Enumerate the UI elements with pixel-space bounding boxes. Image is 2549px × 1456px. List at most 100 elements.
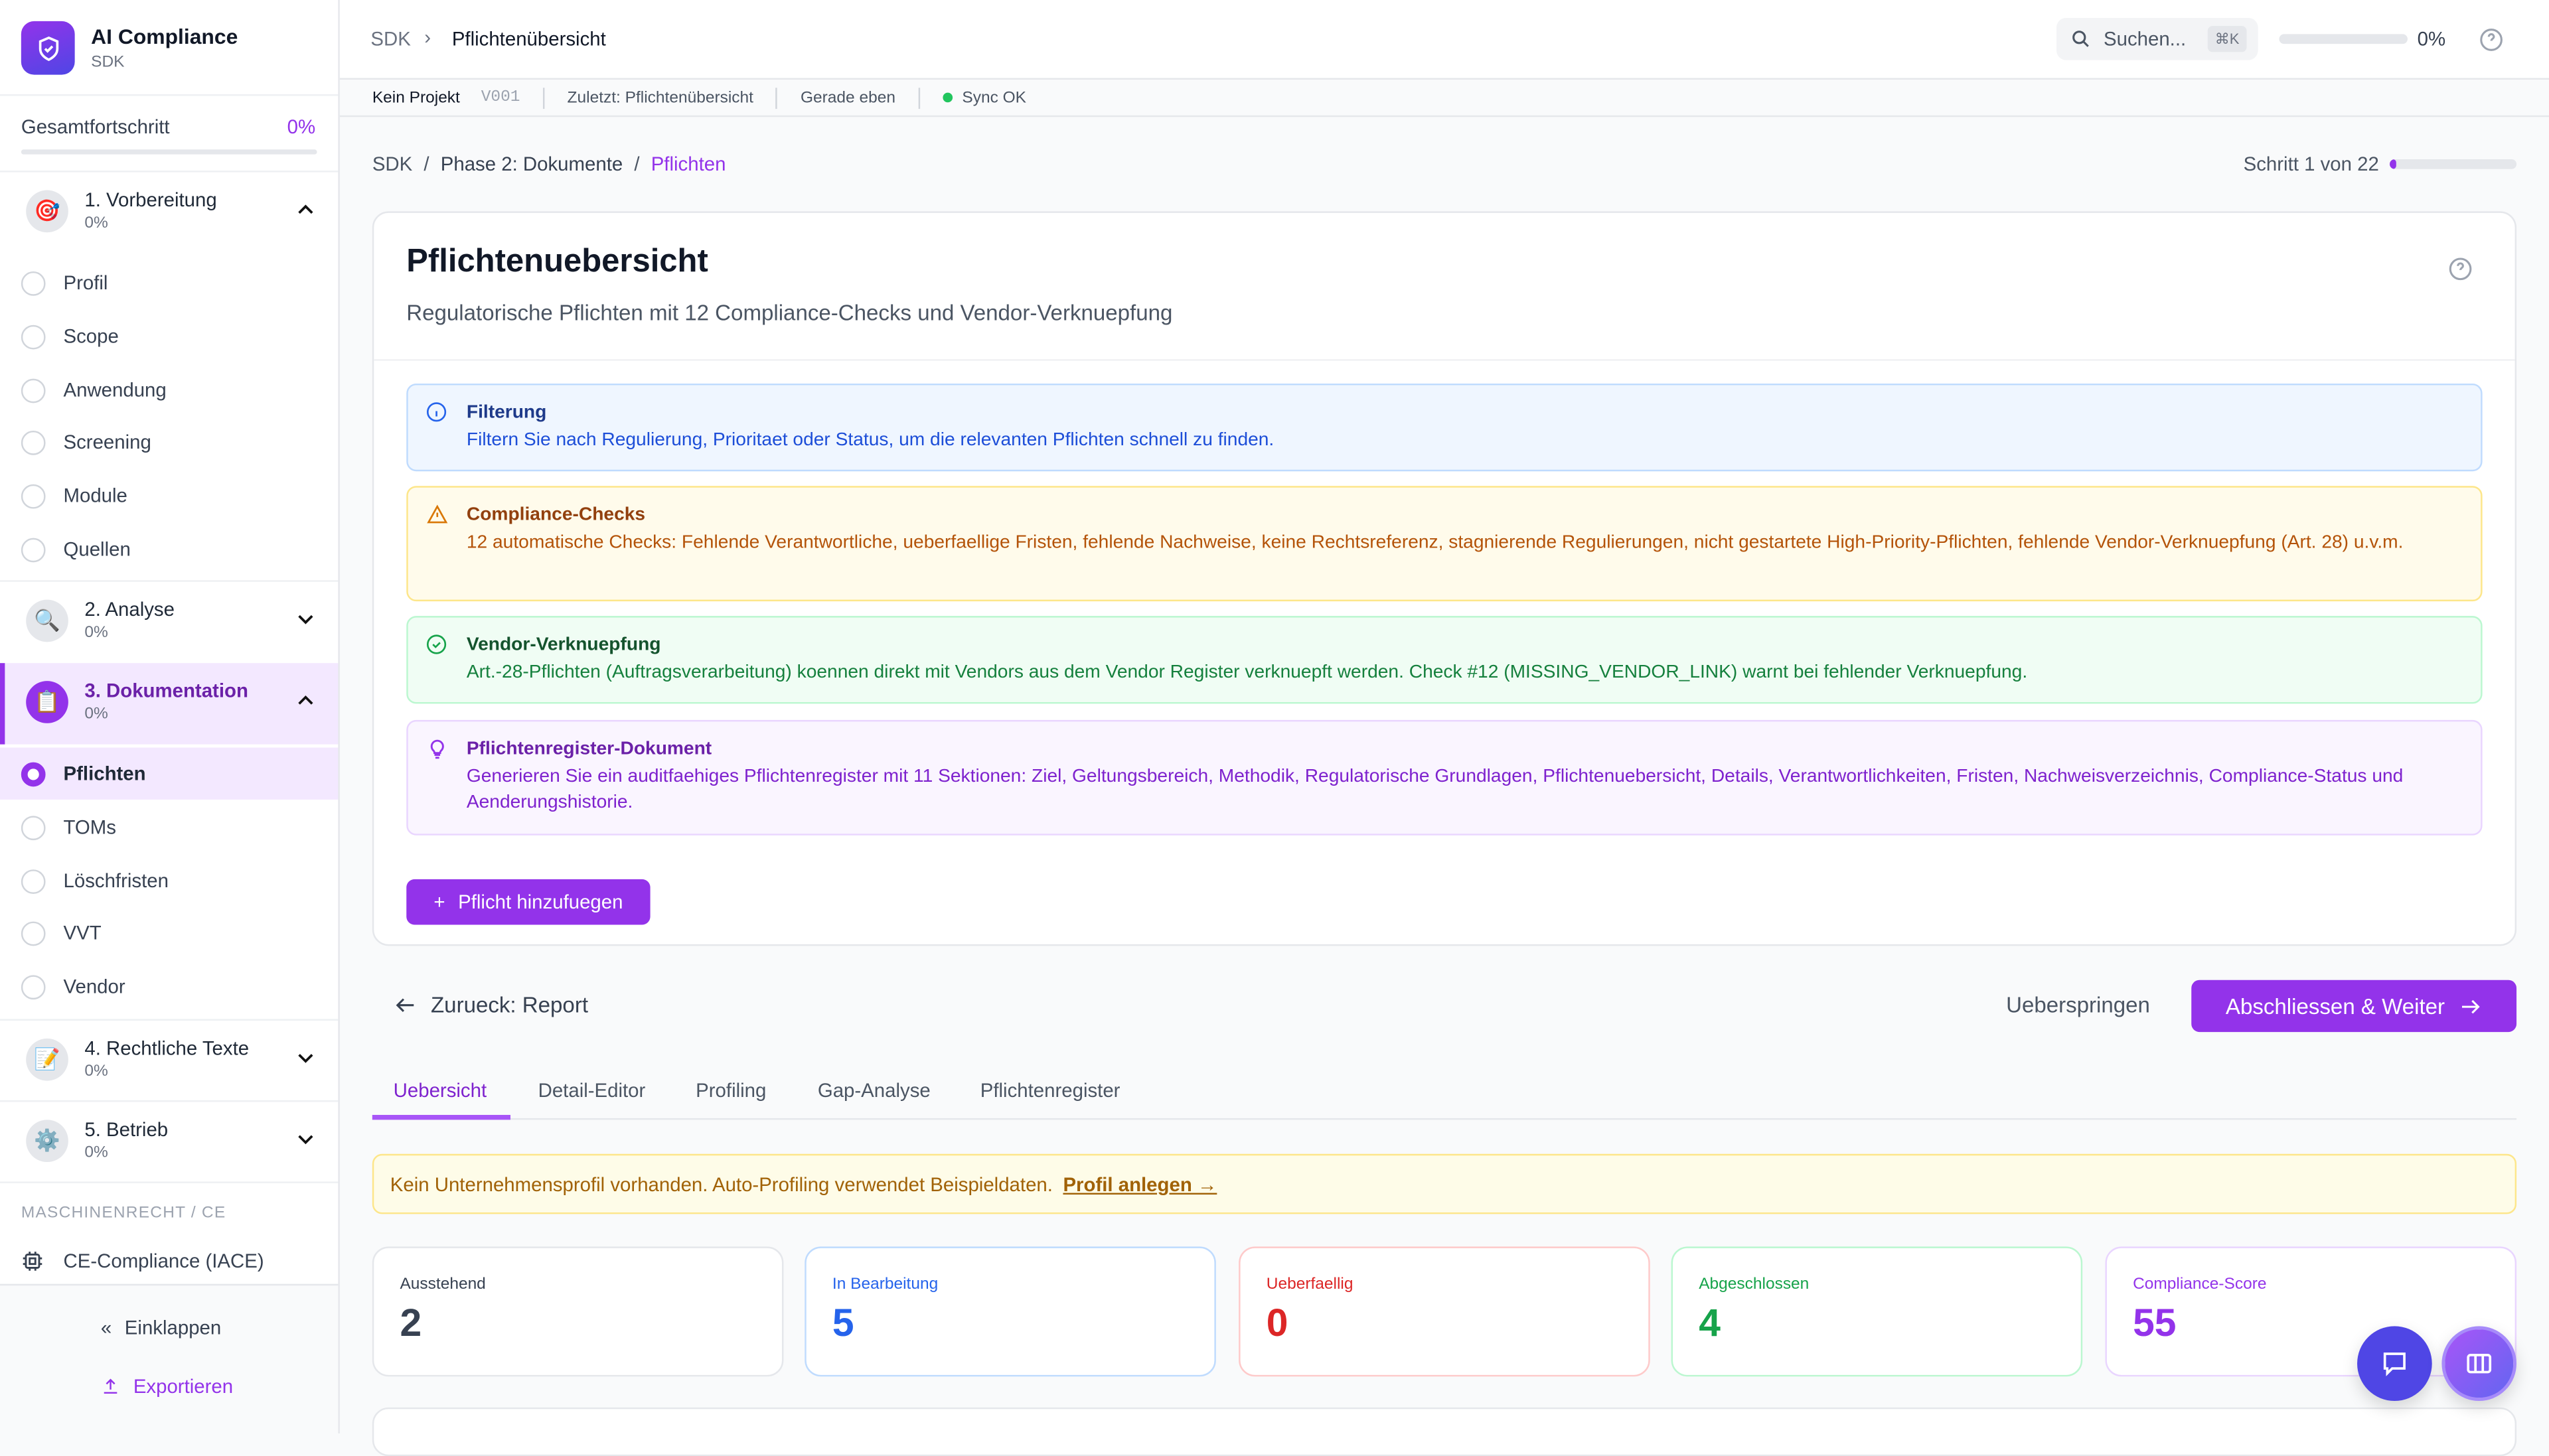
search-icon xyxy=(2072,31,2089,47)
stat-value: 5 xyxy=(832,1301,854,1346)
callout-title: Vendor-Verknuepfung xyxy=(466,635,661,655)
step-progress-bar xyxy=(2390,159,2517,169)
sidebar-item-screening[interactable]: Screening xyxy=(0,416,338,468)
sidebar-item-pflichten[interactable]: Pflichten xyxy=(0,747,339,800)
stat-card-in-bearbeitung: In Bearbeitung 5 xyxy=(805,1246,1216,1377)
next-label: Abschliessen & Weiter xyxy=(2225,993,2445,1019)
overall-progress-bar xyxy=(21,149,317,155)
radio-icon xyxy=(21,378,46,403)
item-label: Pflichten xyxy=(63,762,146,785)
app-title: AI Compliance xyxy=(91,24,238,49)
chevron-up-icon xyxy=(298,695,313,705)
tab-pflichtenregister[interactable]: Pflichtenregister xyxy=(980,1079,1120,1102)
add-button-label: Pflicht hinzufuegen xyxy=(458,891,623,914)
section-progress: 0% xyxy=(84,1062,108,1081)
sidebar-item-vvt[interactable]: VVT xyxy=(0,907,338,959)
plus-icon: + xyxy=(433,891,445,914)
help-icon[interactable] xyxy=(2448,257,2473,281)
callout-text: Generieren Sie ein auditfaehiges Pflicht… xyxy=(466,766,2404,813)
item-label: Screening xyxy=(63,430,151,454)
sidebar-item-scope[interactable]: Scope xyxy=(0,311,338,362)
item-label: Löschfristen xyxy=(63,869,169,893)
double-chevron-left-icon: « xyxy=(100,1316,112,1339)
version-label: V001 xyxy=(481,88,520,107)
complete-next-button[interactable]: Abschliessen & Weiter xyxy=(2191,980,2517,1033)
chevron-up-icon xyxy=(298,204,313,214)
section-rechtliche-texte[interactable]: 📝 4. Rechtliche Texte 0% xyxy=(0,1021,338,1099)
breadcrumb-item[interactable]: SDK xyxy=(372,153,413,176)
section-analyse[interactable]: 🔍 2. Analyse 0% xyxy=(0,582,338,660)
sidebar-item-vendor[interactable]: Vendor xyxy=(0,960,338,1012)
topbar-progress-value: 0% xyxy=(2417,27,2446,50)
breadcrumb: SDK / Phase 2: Dokumente / Pflichten xyxy=(372,153,726,176)
item-label: Scope xyxy=(63,325,119,348)
warning-icon xyxy=(427,504,448,524)
clipboard-icon: 📋 xyxy=(26,681,68,723)
radio-icon xyxy=(21,324,46,349)
section-progress: 0% xyxy=(84,705,108,723)
section-label: 2. Analyse xyxy=(84,598,175,621)
help-icon[interactable] xyxy=(2479,28,2504,52)
project-name[interactable]: Kein Projekt xyxy=(372,88,460,107)
breadcrumb-item[interactable]: Phase 2: Dokumente xyxy=(440,153,623,176)
topbar: SDK › Pflichtenübersicht Suchen... ⌘K 0% xyxy=(339,0,2549,80)
document-pencil-icon: 📝 xyxy=(26,1038,68,1081)
stat-label: Abgeschlossen xyxy=(1699,1275,1810,1294)
sidebar-item-module[interactable]: Module xyxy=(0,470,338,522)
step-label: Schritt 1 von 22 xyxy=(2243,153,2379,176)
callout-text: 12 automatische Checks: Fehlende Verantw… xyxy=(466,532,2404,552)
tab-detail-editor[interactable]: Detail-Editor xyxy=(538,1079,646,1102)
group-label: MASCHINENRECHT / CE xyxy=(21,1204,226,1222)
tab-uebersicht[interactable]: Uebersicht xyxy=(393,1079,487,1102)
section-betrieb[interactable]: ⚙️ 5. Betrieb 0% xyxy=(0,1102,338,1180)
status-bar: Kein Projekt V001 Zuletzt: Pflichtenüber… xyxy=(339,80,2549,117)
section-dokumentation[interactable]: 📋 3. Dokumentation 0% xyxy=(0,663,339,745)
sidebar-item-anwendung[interactable]: Anwendung xyxy=(0,364,338,416)
chat-button[interactable] xyxy=(2357,1326,2432,1402)
skip-button[interactable]: Ueberspringen xyxy=(2006,993,2150,1018)
search-input[interactable]: Suchen... ⌘K xyxy=(2056,17,2258,60)
active-tab-indicator xyxy=(372,1115,510,1120)
add-obligation-button[interactable]: + Pflicht hinzufuegen xyxy=(406,879,651,925)
sidebar-item-quellen[interactable]: Quellen xyxy=(0,524,338,575)
callout-text: Filtern Sie nach Regulierung, Prioritaet… xyxy=(466,429,1274,450)
columns-icon xyxy=(2467,1354,2492,1374)
gear-icon: ⚙️ xyxy=(26,1120,68,1163)
stat-label: Compliance-Score xyxy=(2133,1275,2267,1294)
export-button[interactable]: Exportieren xyxy=(101,1375,233,1398)
sidebar-item-loeschfristen[interactable]: Löschfristen xyxy=(0,855,338,907)
lightbulb-icon xyxy=(430,739,444,759)
sidebar-item-profil[interactable]: Profil xyxy=(0,257,338,309)
collapse-button[interactable]: « Einklappen xyxy=(101,1317,221,1339)
obligations-list-card xyxy=(372,1407,2517,1456)
item-label: Vendor xyxy=(63,975,125,998)
radio-icon xyxy=(21,974,46,999)
stat-value: 0 xyxy=(1266,1301,1288,1346)
stat-card-compliance-score: Compliance-Score 55 xyxy=(2105,1246,2517,1377)
sidebar-item-ce-compliance[interactable]: CE-Compliance (IACE) xyxy=(0,1242,338,1281)
no-profile-banner: Kein Unternehmensprofil vorhanden. Auto-… xyxy=(372,1153,2517,1214)
chevron-down-icon xyxy=(298,1054,313,1063)
page-header-card: Pflichtenuebersicht Regulatorische Pflic… xyxy=(372,211,2517,946)
stat-value: 55 xyxy=(2133,1301,2177,1346)
radio-icon xyxy=(21,920,46,946)
upload-icon xyxy=(104,1378,117,1394)
tab-gap-analyse[interactable]: Gap-Analyse xyxy=(817,1079,931,1102)
last-visited: Zuletzt: Pflichtenübersicht xyxy=(567,88,753,107)
radio-icon xyxy=(21,270,46,295)
item-label: Profil xyxy=(63,271,108,295)
panel-toggle-button[interactable] xyxy=(2441,1326,2517,1402)
create-profile-link[interactable]: Profil anlegen → xyxy=(1063,1173,1217,1197)
stat-card-ueberfaellig: Ueberfaellig 0 xyxy=(1239,1246,1650,1377)
back-button[interactable]: Zurueck: Report xyxy=(394,993,588,1017)
section-vorbereitung[interactable]: 🎯 1. Vorbereitung 0% xyxy=(0,173,338,251)
topbar-breadcrumb-root[interactable]: SDK xyxy=(370,27,411,50)
section-progress: 0% xyxy=(84,624,108,642)
search-placeholder: Suchen... xyxy=(2104,27,2187,50)
item-label: Anwendung xyxy=(63,378,167,401)
chevron-down-icon xyxy=(298,1135,313,1145)
tab-profiling[interactable]: Profiling xyxy=(696,1079,767,1102)
topbar-breadcrumb-current: Pflichtenübersicht xyxy=(451,27,606,50)
stat-value: 2 xyxy=(400,1301,422,1346)
sidebar-item-toms[interactable]: TOMs xyxy=(0,801,338,853)
